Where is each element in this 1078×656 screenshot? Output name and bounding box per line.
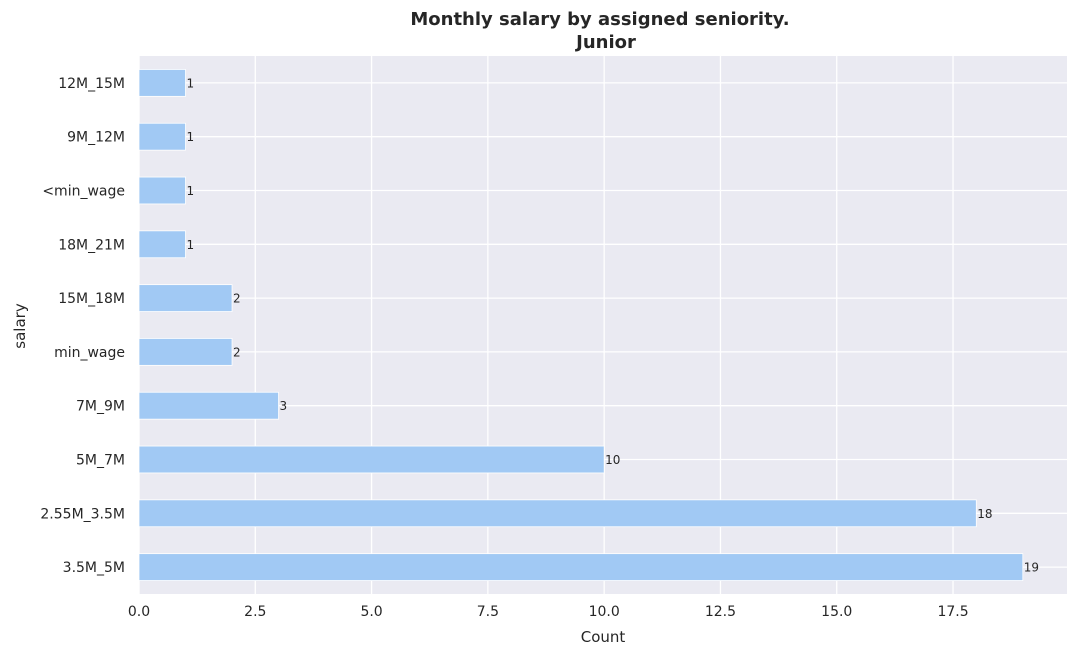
bar-value-labels: 19 18 10 3 2 2 1 1 1 1 <box>187 76 1040 574</box>
y-tick-label: 5M_7M <box>76 453 125 469</box>
bar-value-label: 19 <box>1024 561 1039 575</box>
bar-value-label: 1 <box>187 130 195 144</box>
bar-value-label: 10 <box>605 453 620 467</box>
x-axis-label: Count <box>581 628 626 646</box>
bar <box>138 338 233 366</box>
x-tick-label: 12.5 <box>705 604 736 620</box>
y-tick-label: 9M_12M <box>67 130 125 146</box>
x-tick-label: 0.0 <box>128 604 150 620</box>
bar <box>138 445 605 474</box>
x-tick-label: 7.5 <box>477 604 499 620</box>
bar <box>138 230 186 259</box>
bar-value-label: 18 <box>977 507 992 521</box>
bar <box>138 122 186 151</box>
y-tick-label: 7M_9M <box>76 399 125 415</box>
x-tick-label: 15.0 <box>821 604 852 620</box>
chart-title: Monthly salary by assigned seniority. <box>410 9 789 30</box>
y-tick-label: 3.5M_5M <box>63 560 125 576</box>
bar <box>138 176 186 205</box>
x-tick-label: 17.5 <box>937 604 968 620</box>
bar <box>138 391 279 420</box>
bar-value-label: 1 <box>187 184 195 198</box>
bar <box>138 284 233 312</box>
bar-value-label: 2 <box>233 345 241 359</box>
y-axis-ticks: 3.5M_5M 2.55M_3.5M 5M_7M 7M_9M min_wage 15M_1… <box>40 76 125 576</box>
y-tick-label: <min_wage <box>42 184 125 200</box>
x-axis-ticks: 0.0 2.5 5.0 7.5 10.0 12.5 15.0 17.5 <box>128 604 969 620</box>
y-tick-label: min_wage <box>54 345 125 361</box>
bar-value-label: 3 <box>280 399 288 413</box>
y-tick-label: 15M_18M <box>58 291 125 307</box>
bar-value-label: 2 <box>233 292 241 306</box>
bar <box>138 553 1024 581</box>
bar <box>138 69 186 97</box>
x-tick-label: 10.0 <box>589 604 620 620</box>
bar-value-label: 1 <box>187 76 195 90</box>
bar <box>138 499 977 528</box>
chart-subtitle: Junior <box>574 32 636 53</box>
bars <box>138 69 1024 581</box>
y-axis-label: salary <box>11 303 29 349</box>
x-tick-label: 5.0 <box>360 604 382 620</box>
bar-value-label: 1 <box>187 238 195 252</box>
y-tick-label: 2.55M_3.5M <box>40 506 125 522</box>
y-tick-label: 12M_15M <box>58 76 125 92</box>
x-tick-label: 2.5 <box>244 604 266 620</box>
y-tick-label: 18M_21M <box>58 237 125 253</box>
